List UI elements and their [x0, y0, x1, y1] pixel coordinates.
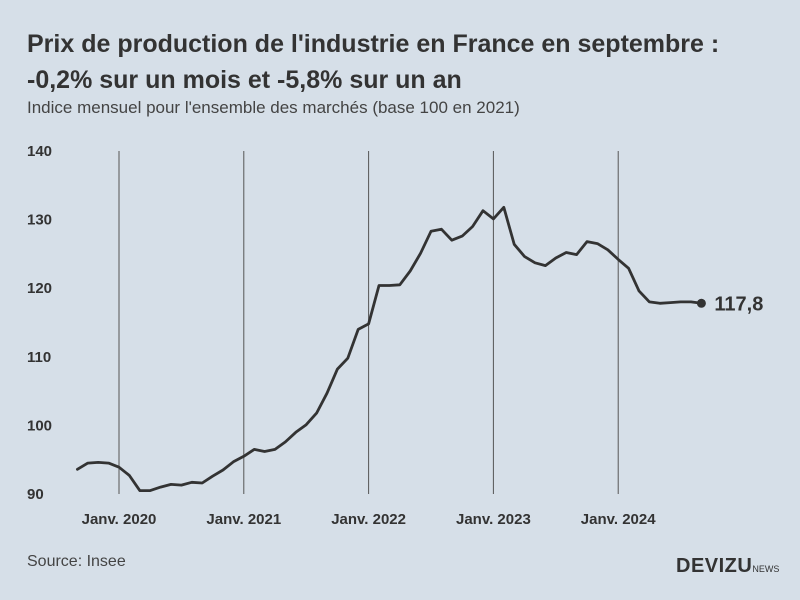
x-tick-label: Janv. 2023 — [456, 511, 531, 528]
source-note: Source: Insee — [27, 553, 126, 570]
series-line — [76, 205, 703, 493]
last-value-label: 117,8 — [714, 293, 763, 315]
y-tick-label: 120 — [27, 280, 52, 297]
chart-subtitle: Indice mensuel pour l'ensemble des march… — [27, 98, 520, 117]
y-tick-label: 90 — [27, 486, 44, 503]
brand-name: DEVIZU — [676, 555, 753, 577]
last-value-marker — [696, 298, 706, 308]
chart-title-line-2: -0,2% sur un mois et -5,8% sur un an — [27, 66, 462, 94]
brand-logo: DEVIZUNEWS — [676, 555, 779, 578]
chart-title-line-1: Prix de production de l'industrie en Fra… — [27, 30, 720, 58]
y-tick-label: 110 — [27, 349, 51, 366]
x-tick-label: Janv. 2024 — [581, 511, 656, 528]
x-tick-label: Janv. 2020 — [82, 511, 157, 528]
x-tick-label: Janv. 2022 — [331, 511, 406, 528]
brand-suffix: NEWS — [752, 564, 780, 574]
y-tick-label: 140 — [27, 143, 52, 160]
y-tick-label: 100 — [27, 417, 52, 434]
x-tick-label: Janv. 2021 — [206, 511, 281, 528]
y-tick-label: 130 — [27, 212, 52, 229]
chart-title: Prix de production de l'industrie en Fra… — [27, 26, 787, 98]
